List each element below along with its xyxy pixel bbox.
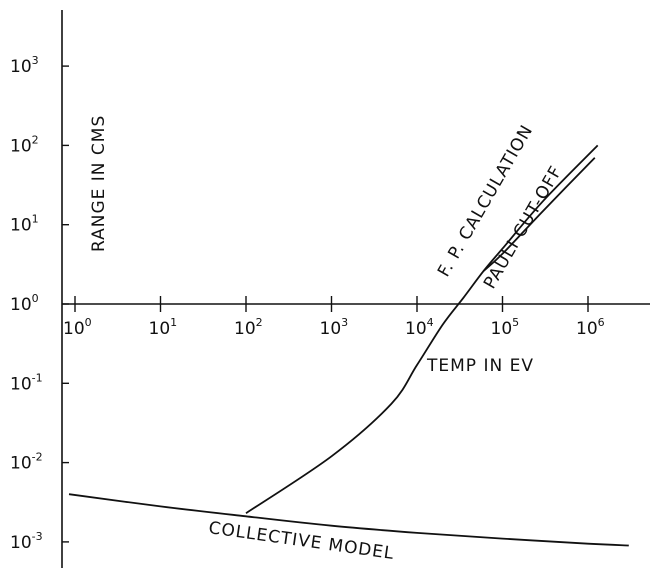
y-ticks: 103 102 101 100 10-1 10-2 10-3 [10,54,69,553]
y-tick-label: 102 [10,133,39,156]
y-tick-label: 10-2 [10,451,43,474]
pauli-cutoff-curve [482,157,596,272]
y-tick-label: 10-1 [10,371,43,394]
x-tick-label: 100 [63,316,92,339]
fp-calculation-curve [245,144,599,514]
x-tick-label: 106 [576,316,605,339]
collective-model-curve [68,493,629,547]
curves [68,144,629,547]
x-tick-label: 102 [234,316,263,339]
y-tick-label: 103 [10,54,39,77]
annotation-collective-model: COLLECTIVE MODEL [207,518,395,564]
y-tick-label: 101 [10,213,39,236]
y-tick-label: 10-3 [10,530,43,553]
x-tick-label: 101 [149,316,178,339]
x-tick-label: 104 [405,316,434,339]
annotation-fp-calculation: F. P. CALCULATION [434,121,537,280]
x-tick-label: 105 [491,316,520,339]
y-axis-title: RANGE IN CMS [89,115,109,252]
x-ticks: 100 101 102 103 104 105 106 [63,296,605,339]
x-axis-title: TEMP IN EV [426,356,534,376]
x-tick-label: 103 [320,316,349,339]
y-tick-label: 100 [10,292,39,315]
